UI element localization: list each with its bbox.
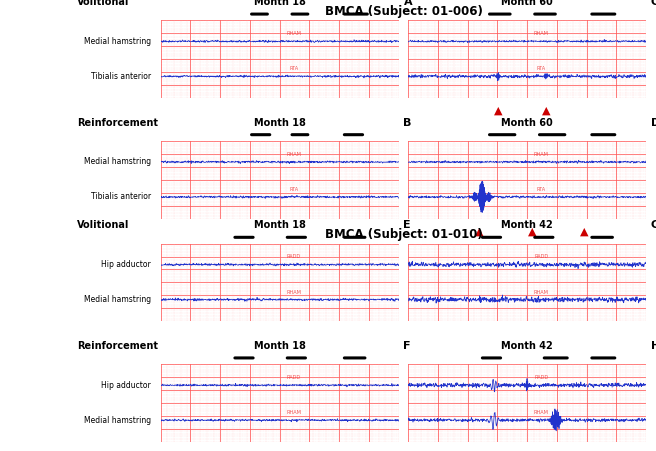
Text: RADD: RADD xyxy=(287,254,301,259)
Text: ▲: ▲ xyxy=(599,450,607,451)
Text: Month 18: Month 18 xyxy=(254,118,306,128)
Text: B: B xyxy=(403,118,412,128)
Text: RHAM: RHAM xyxy=(287,290,302,295)
Text: Month 42: Month 42 xyxy=(501,220,553,230)
Text: Month 60: Month 60 xyxy=(501,0,553,7)
Text: BMCA (Subject: 01-006): BMCA (Subject: 01-006) xyxy=(325,5,482,18)
Text: D: D xyxy=(651,118,656,128)
Text: Tibialis anterior: Tibialis anterior xyxy=(91,72,151,81)
Text: Volitional: Volitional xyxy=(77,220,130,230)
Text: RHAM: RHAM xyxy=(287,410,302,415)
Text: E: E xyxy=(403,220,411,230)
Text: Medial hamstring: Medial hamstring xyxy=(84,295,151,304)
Text: RTA: RTA xyxy=(537,66,546,71)
Text: Hip adductor: Hip adductor xyxy=(102,381,151,390)
Text: Month 18: Month 18 xyxy=(254,0,306,7)
Text: RADD: RADD xyxy=(287,375,301,380)
Text: C: C xyxy=(651,0,656,7)
Text: RHAM: RHAM xyxy=(534,290,549,295)
Text: RHAM: RHAM xyxy=(534,410,549,415)
Text: H: H xyxy=(651,341,656,351)
Text: Hip adductor: Hip adductor xyxy=(102,260,151,269)
Text: Reinforcement: Reinforcement xyxy=(77,118,159,128)
Text: A: A xyxy=(403,0,412,7)
Text: Medial hamstring: Medial hamstring xyxy=(84,416,151,425)
Text: ▲: ▲ xyxy=(495,106,503,116)
Text: Month 60: Month 60 xyxy=(501,118,553,128)
Text: ▲: ▲ xyxy=(542,106,550,116)
Text: Reinforcement: Reinforcement xyxy=(77,341,159,351)
Text: BMCA (Subject: 01-010): BMCA (Subject: 01-010) xyxy=(325,228,482,241)
Text: Month 18: Month 18 xyxy=(254,341,306,351)
Text: G: G xyxy=(651,220,656,230)
Text: Medial hamstring: Medial hamstring xyxy=(84,157,151,166)
Text: ▲: ▲ xyxy=(476,226,484,236)
Text: Medial hamstring: Medial hamstring xyxy=(84,37,151,46)
Text: ▲: ▲ xyxy=(580,226,588,236)
Text: RTA: RTA xyxy=(289,187,298,192)
Text: ▲: ▲ xyxy=(527,226,536,236)
Text: Month 42: Month 42 xyxy=(501,341,553,351)
Text: RTA: RTA xyxy=(537,187,546,192)
Text: RHAM: RHAM xyxy=(534,152,549,157)
Text: Tibialis anterior: Tibialis anterior xyxy=(91,193,151,202)
Text: F: F xyxy=(403,341,411,351)
Text: RADD: RADD xyxy=(535,254,548,259)
Text: RADD: RADD xyxy=(535,375,548,380)
Text: RHAM: RHAM xyxy=(287,31,302,36)
Text: RHAM: RHAM xyxy=(534,31,549,36)
Text: RHAM: RHAM xyxy=(287,152,302,157)
Text: ▲: ▲ xyxy=(487,450,496,451)
Text: Volitional: Volitional xyxy=(77,0,130,7)
Text: ▲: ▲ xyxy=(552,450,560,451)
Text: Month 18: Month 18 xyxy=(254,220,306,230)
Text: RTA: RTA xyxy=(289,66,298,71)
